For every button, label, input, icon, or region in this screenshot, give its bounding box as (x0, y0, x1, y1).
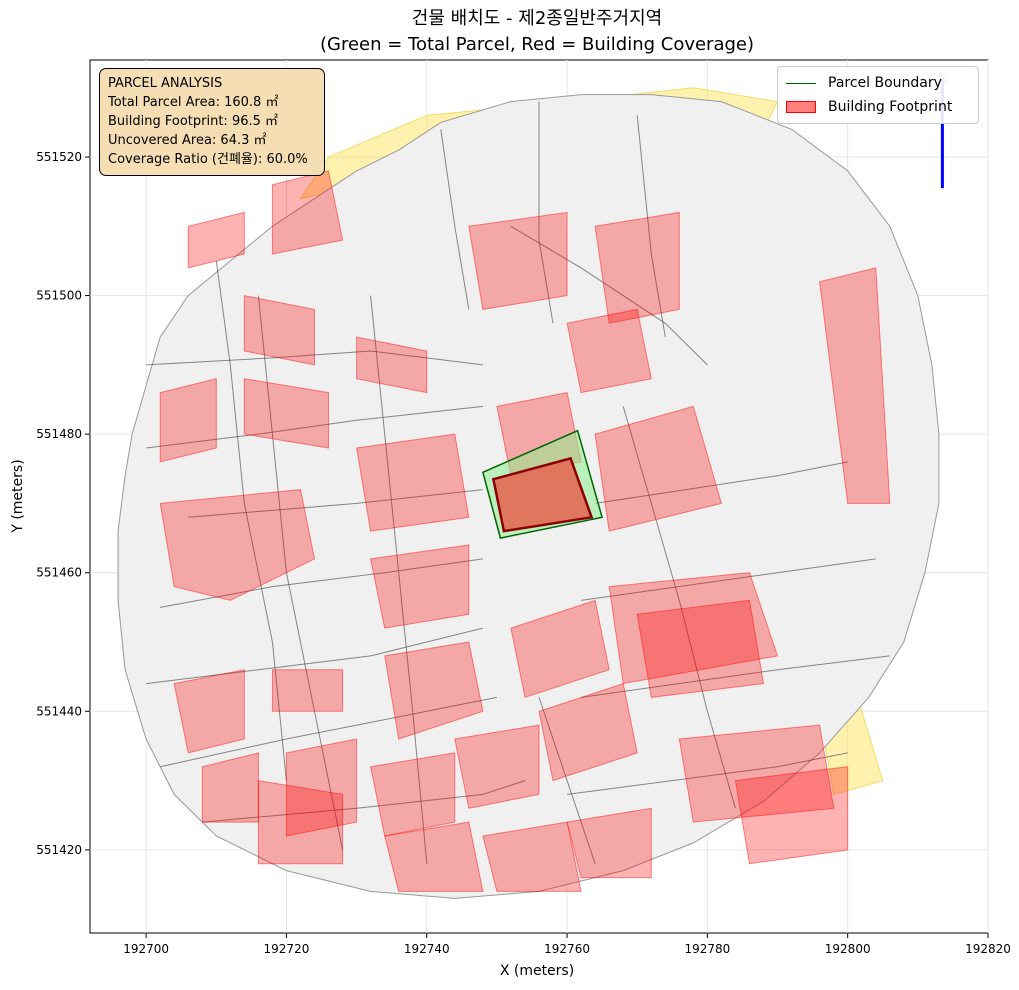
parcel-line (160, 696, 497, 768)
parcel-line (160, 558, 483, 608)
building-footprint (819, 267, 891, 504)
parcel-line (538, 697, 596, 864)
x-tick-label: 192760 (544, 942, 590, 956)
parcel-line (440, 129, 470, 310)
info-coverage-ratio: Coverage Ratio (건폐율): 60.0% (108, 152, 308, 167)
building-footprint (370, 544, 470, 629)
y-tick-label: 551480 (36, 427, 82, 441)
parcel-line (188, 489, 483, 518)
parcel-line (581, 558, 876, 601)
x-axis-ticks: 192700 192720 192740 192760 192780 192800 1928… (123, 933, 1011, 956)
chart-title-line1: 건물 배치도 - 제2종일반주거지역 (412, 8, 662, 29)
building-footprint (356, 433, 470, 532)
legend: Parcel Boundary Building Footprint (777, 66, 979, 124)
building-footprint (468, 211, 568, 310)
building-footprint (608, 572, 779, 685)
building-footprint (594, 211, 680, 324)
parcel-line (595, 461, 848, 504)
building-footprint (356, 336, 428, 394)
x-tick-label: 192800 (825, 942, 871, 956)
parcel-line (146, 350, 483, 366)
info-heading: PARCEL ANALYSIS (108, 76, 223, 91)
building-footprint (594, 405, 723, 532)
info-building-footprint: Building Footprint: 96.5 ㎡ (108, 114, 279, 129)
parcel-line (581, 655, 890, 698)
building-footprint (482, 821, 582, 892)
x-tick-label: 192780 (684, 942, 730, 956)
x-axis-label: X (meters) (500, 963, 574, 979)
chart-title-line2: (Green = Total Parcel, Red = Building Co… (320, 34, 754, 55)
y-axis-ticks: 551420 551440 551460 551480 551500 551520 (36, 150, 90, 857)
legend-label-parcel: Parcel Boundary (828, 75, 942, 91)
parcel-line (567, 752, 848, 795)
building-footprint (636, 599, 765, 698)
info-total-area: Total Parcel Area: 160.8 ㎡ (108, 95, 279, 110)
building-footprint (243, 294, 315, 366)
y-tick-label: 551520 (36, 150, 82, 164)
building-footprint (384, 821, 484, 892)
building-footprint (566, 807, 652, 879)
building-footprint (734, 766, 849, 865)
parcel-line (202, 780, 526, 823)
legend-item-building: Building Footprint (786, 99, 952, 115)
y-tick-label: 551440 (36, 704, 82, 718)
target-building (491, 456, 594, 533)
y-tick-label: 551500 (36, 289, 82, 303)
x-tick-label: 192740 (404, 942, 450, 956)
building-footprint (678, 724, 835, 823)
x-tick-label: 192820 (965, 942, 1011, 956)
parcel-line (215, 260, 287, 781)
parcel-line (257, 295, 344, 850)
legend-patch-swatch (786, 101, 816, 113)
building-footprint (384, 641, 484, 740)
building-footprint (159, 489, 316, 601)
building-footprint (201, 752, 259, 823)
parcel-line (622, 406, 736, 809)
building-footprint (257, 780, 344, 865)
y-tick-label: 551420 (36, 843, 82, 857)
parcel-line (370, 295, 428, 864)
building-footprint (187, 211, 245, 269)
parcel-line (510, 225, 708, 366)
parcel-line (146, 627, 484, 685)
building-footprint (370, 752, 456, 837)
legend-item-parcel: Parcel Boundary (786, 75, 942, 91)
y-axis-label: Y (meters) (10, 459, 26, 533)
building-footprint (285, 738, 358, 837)
building-footprint (159, 378, 217, 463)
building-footprint (271, 669, 344, 712)
parcel-line (636, 115, 666, 338)
x-tick-label: 192720 (264, 942, 310, 956)
target-parcel-group (482, 429, 604, 539)
legend-line-swatch (786, 82, 816, 84)
info-uncovered-area: Uncovered Area: 64.3 ㎡ (108, 133, 267, 148)
building-footprint (173, 669, 245, 754)
parcel-line (146, 405, 483, 449)
y-tick-label: 551460 (36, 566, 82, 580)
building-footprints (159, 170, 891, 892)
legend-label-building: Building Footprint (828, 99, 953, 115)
parcel-analysis-box: PARCEL ANALYSIS Total Parcel Area: 160.8… (99, 68, 325, 176)
building-footprint (538, 682, 638, 782)
building-footprint (243, 378, 329, 449)
x-tick-label: 192700 (123, 942, 169, 956)
parcel-line (538, 101, 554, 324)
building-footprint (566, 308, 652, 394)
building-footprint (454, 724, 540, 809)
parcel-boundaries (146, 101, 890, 864)
building-footprint (510, 599, 610, 699)
